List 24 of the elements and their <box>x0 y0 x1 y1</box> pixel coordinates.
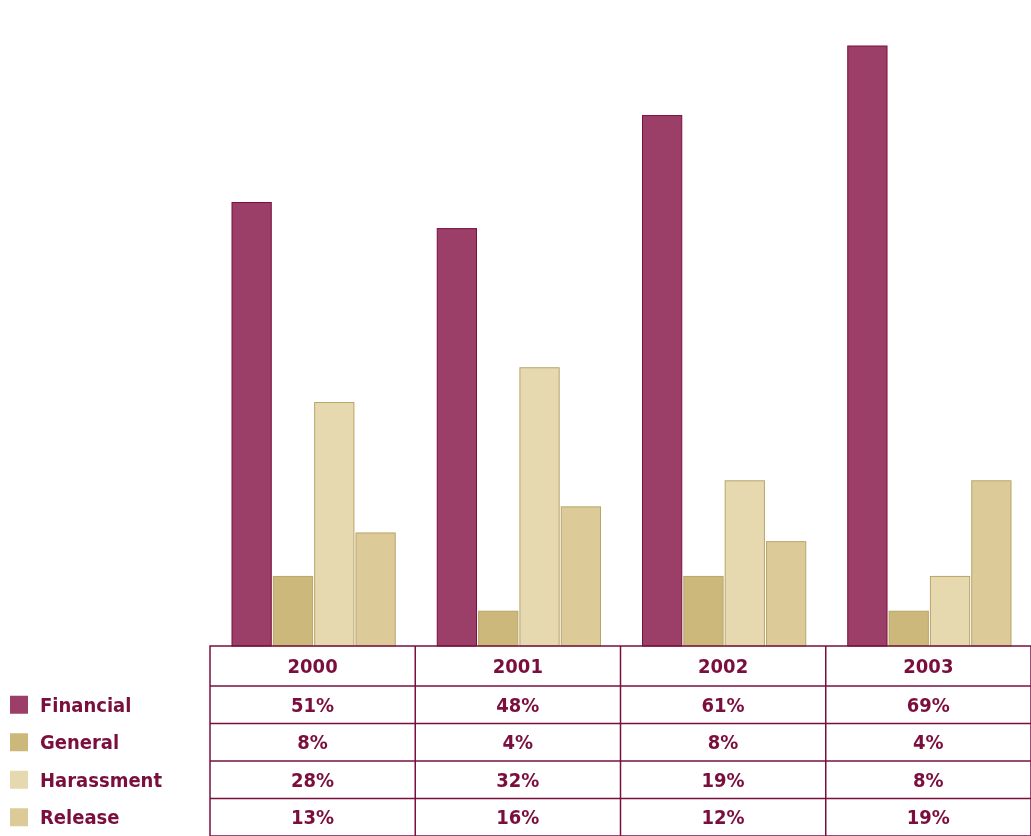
data-label: 19% <box>701 767 745 792</box>
data-label: 8% <box>707 730 739 755</box>
data-label: 8% <box>297 730 328 755</box>
x-tick-label: 2003 <box>903 654 954 678</box>
legend-label: Financial <box>40 692 132 717</box>
data-label: 4% <box>913 730 944 755</box>
legend-label: General <box>40 730 120 755</box>
legend-label: Harassment <box>40 767 163 792</box>
x-tick-label: 2002 <box>698 654 749 678</box>
data-label: 19% <box>906 805 950 830</box>
data-label: 48% <box>496 692 540 717</box>
x-tick-label: 2001 <box>492 654 543 678</box>
data-label: 28% <box>291 767 335 792</box>
x-tick-label: 2000 <box>287 654 338 678</box>
data-label: 8% <box>913 767 944 792</box>
data-label: 4% <box>502 730 534 755</box>
data-label: 69% <box>906 692 950 717</box>
data-label: 32% <box>496 767 540 792</box>
data-label: 13% <box>291 805 335 830</box>
legend-label: Release <box>40 805 120 830</box>
data-label: 61% <box>701 692 745 717</box>
data-label: 12% <box>701 805 745 830</box>
data-label: 16% <box>496 805 540 830</box>
data-label: 51% <box>291 692 335 717</box>
